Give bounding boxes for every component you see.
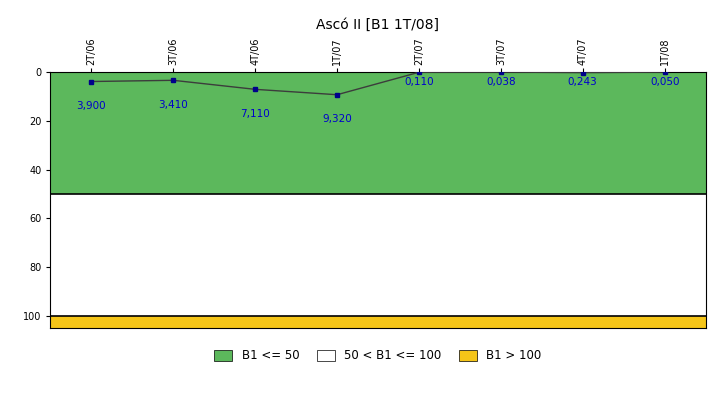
Text: 9,320: 9,320 [322,114,352,124]
Title: Ascó II [B1 1T/08]: Ascó II [B1 1T/08] [317,18,439,32]
Bar [50,194,706,316]
Bar [50,316,706,328]
Text: 7,110: 7,110 [240,109,270,119]
Text: 0,110: 0,110 [404,77,433,87]
Bar [50,72,706,194]
Text: 0,050: 0,050 [650,77,680,87]
Text: 3,410: 3,410 [158,100,188,110]
Text: 0,038: 0,038 [486,77,516,87]
Text: 3,900: 3,900 [76,101,106,111]
Legend: B1 <= 50, 50 < B1 <= 100, B1 > 100: B1 <= 50, 50 < B1 <= 100, B1 > 100 [209,343,547,368]
Text: 0,243: 0,243 [568,78,598,88]
